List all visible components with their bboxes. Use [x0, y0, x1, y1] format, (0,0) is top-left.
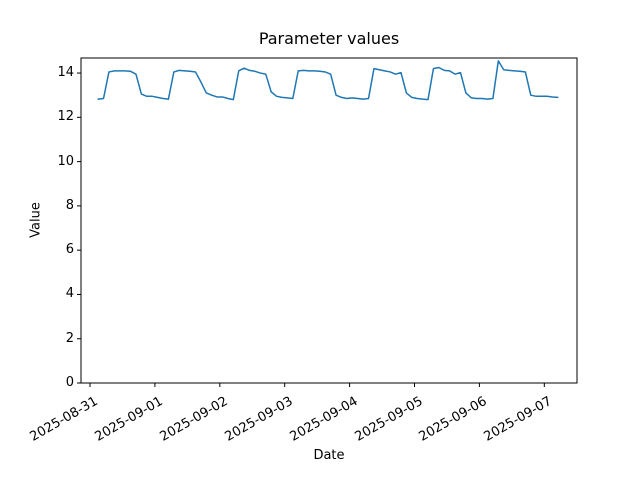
y-tick-label: 8	[65, 197, 74, 213]
y-tick-label: 12	[57, 109, 74, 125]
x-axis-label: Date	[313, 448, 345, 463]
y-tick-label: 14	[57, 65, 74, 81]
y-tick-label: 10	[57, 153, 74, 169]
y-tick-label: 4	[65, 286, 74, 302]
y-tick-label: 2	[65, 330, 74, 346]
y-tick-label: 6	[65, 242, 74, 258]
chart-title: Parameter values	[258, 29, 400, 48]
y-tick-label: 0	[65, 375, 74, 390]
